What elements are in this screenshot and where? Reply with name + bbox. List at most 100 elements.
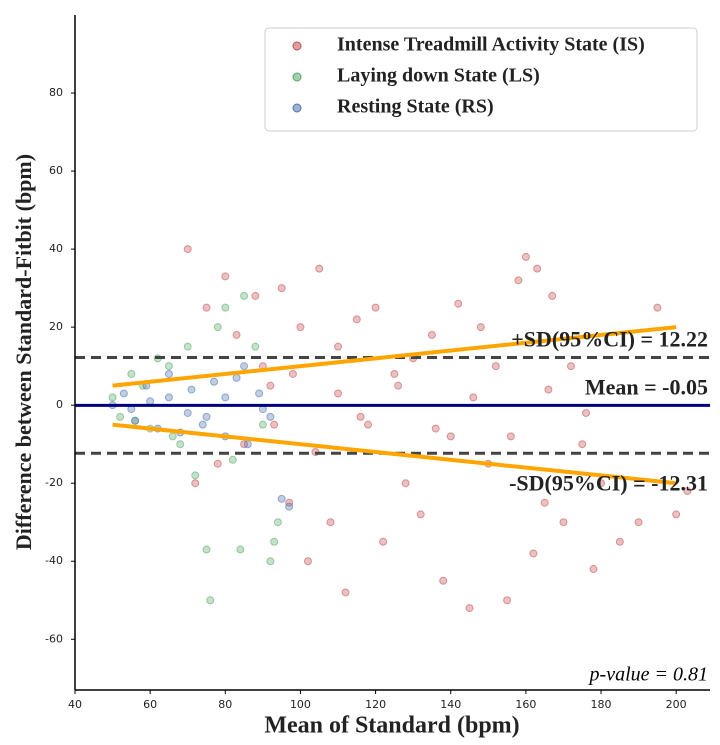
- point: [176, 440, 185, 449]
- point: [559, 518, 568, 527]
- point: [334, 389, 343, 398]
- x-tick-label: 120: [365, 698, 386, 711]
- y-tick-label: 20: [49, 320, 63, 333]
- point: [273, 518, 282, 527]
- point: [119, 389, 128, 398]
- point: [544, 385, 553, 394]
- point: [116, 412, 125, 421]
- point: [191, 479, 200, 488]
- point: [506, 432, 515, 441]
- x-tick-label: 100: [290, 698, 311, 711]
- x-tick-label: 140: [440, 698, 461, 711]
- point: [164, 369, 173, 378]
- point: [213, 459, 222, 468]
- point: [476, 323, 485, 332]
- x-tick-label: 60: [143, 698, 157, 711]
- point: [202, 545, 211, 554]
- point: [653, 303, 662, 312]
- annotation: -SD(95%CI) = -12.31: [509, 470, 708, 495]
- y-tick-label: -60: [45, 632, 63, 645]
- x-tick-label: 160: [515, 698, 536, 711]
- point: [168, 432, 177, 441]
- legend-label: Laying down State (LS): [337, 65, 540, 87]
- point: [341, 588, 350, 597]
- annotation: Mean = -0.05: [585, 374, 708, 399]
- point: [221, 393, 230, 402]
- point: [582, 408, 591, 417]
- point: [514, 276, 523, 285]
- legend-box: [264, 27, 698, 132]
- point: [277, 494, 286, 503]
- point: [240, 291, 249, 300]
- point: [431, 424, 440, 433]
- point: [131, 416, 140, 425]
- point: [390, 369, 399, 378]
- legend-marker: [292, 103, 302, 113]
- legend-marker: [292, 72, 302, 82]
- point: [221, 303, 230, 312]
- point: [465, 604, 474, 613]
- point: [266, 381, 275, 390]
- point: [566, 362, 575, 371]
- point: [394, 381, 403, 390]
- point: [183, 342, 192, 351]
- point: [683, 487, 692, 496]
- point: [303, 557, 312, 566]
- point: [352, 315, 361, 324]
- point: [183, 408, 192, 417]
- point: [491, 362, 500, 371]
- point: [615, 537, 624, 546]
- point: [529, 549, 538, 558]
- point: [533, 264, 542, 273]
- point: [232, 373, 241, 382]
- y-tick-label: 40: [49, 242, 63, 255]
- point: [446, 432, 455, 441]
- point: [503, 596, 512, 605]
- point: [634, 518, 643, 527]
- point: [578, 440, 587, 449]
- point: [672, 510, 681, 519]
- point: [236, 545, 245, 554]
- point: [540, 498, 549, 507]
- point: [416, 510, 425, 519]
- point: [285, 502, 294, 511]
- legend-label: Resting State (RS): [337, 96, 494, 118]
- point: [427, 330, 436, 339]
- point: [232, 330, 241, 339]
- point: [255, 389, 264, 398]
- point: [469, 393, 478, 402]
- point: [589, 565, 598, 574]
- point: [198, 420, 207, 429]
- point: [548, 291, 557, 300]
- point: [127, 369, 136, 378]
- point: [371, 303, 380, 312]
- point: [379, 537, 388, 546]
- point: [439, 576, 448, 585]
- point: [258, 420, 267, 429]
- point: [251, 291, 260, 300]
- x-tick-label: 80: [218, 698, 232, 711]
- point: [183, 245, 192, 254]
- x-tick-label: 200: [666, 698, 687, 711]
- legend-marker: [292, 41, 302, 51]
- point: [251, 342, 260, 351]
- x-tick-label: 40: [68, 698, 82, 711]
- x-axis-label: Mean of Standard (bpm): [264, 713, 519, 739]
- point: [146, 397, 155, 406]
- point: [221, 272, 230, 281]
- p-value: p-value = 0.81: [588, 664, 708, 686]
- point: [164, 362, 173, 371]
- point: [270, 420, 279, 429]
- point: [315, 264, 324, 273]
- y-tick-label: -40: [45, 554, 63, 567]
- point: [266, 557, 275, 566]
- point: [187, 385, 196, 394]
- point: [210, 377, 219, 386]
- point: [296, 323, 305, 332]
- point: [521, 252, 530, 261]
- trend-line: [112, 325, 677, 388]
- point: [270, 537, 279, 546]
- point: [206, 596, 215, 605]
- x-tick-label: 180: [591, 698, 612, 711]
- y-axis-label: Difference between Standard-Fitbit (bpm): [11, 154, 36, 550]
